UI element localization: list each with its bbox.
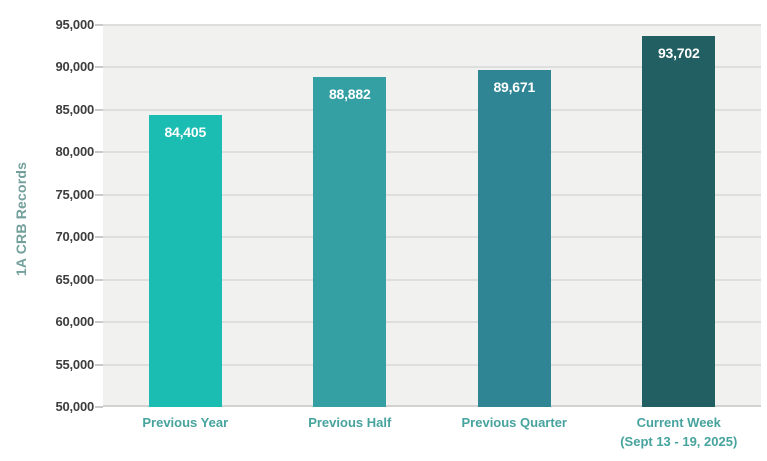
y-tick-label: 55,000: [55, 356, 94, 372]
x-category-label: Previous Year: [103, 413, 268, 432]
bar: 84,405: [148, 114, 222, 407]
y-tick-mark: [95, 278, 103, 281]
x-category-label: Current Week (Sept 13 - 19, 2025): [597, 413, 762, 451]
y-tick-label: 75,000: [55, 186, 94, 202]
gridline: [103, 151, 761, 154]
x-category-label: Previous Half: [268, 413, 433, 432]
bar-value-label: 89,671: [493, 79, 536, 96]
gridline: [103, 363, 761, 366]
y-axis-title: 1A CRB Records: [13, 161, 29, 277]
y-tick-label: 50,000: [55, 399, 94, 414]
bar: 89,671: [477, 70, 551, 407]
y-tick-label: 65,000: [55, 271, 94, 287]
gridline: [103, 108, 761, 111]
x-category-label-line: Previous Year: [142, 415, 229, 430]
gridline: [103, 236, 761, 239]
y-tick-mark: [95, 363, 103, 366]
y-tick-mark: [95, 24, 103, 26]
y-tick-mark: [95, 151, 103, 154]
y-tick-label: 85,000: [55, 101, 94, 117]
bar: 88,882: [313, 76, 387, 407]
x-category-label-line: Current Week: [636, 415, 721, 430]
y-tick-label: 60,000: [55, 314, 94, 330]
gridline: [103, 321, 761, 324]
x-category-label-line: (Sept 13 - 19, 2025): [620, 434, 738, 449]
bar-value-label: 88,882: [328, 85, 371, 102]
y-tick-mark: [95, 406, 103, 408]
y-tick-label: 80,000: [55, 144, 94, 160]
y-tick-label: 95,000: [55, 17, 94, 32]
x-category-label-line: Previous Half: [308, 415, 392, 430]
y-tick-label: 70,000: [55, 229, 94, 245]
x-category-label: Previous Quarter: [432, 413, 597, 432]
gridline: [103, 66, 761, 69]
x-category-label-line: Previous Quarter: [461, 415, 568, 430]
gridline: [103, 24, 761, 26]
bar-value-label: 93,702: [657, 45, 700, 62]
bar-value-label: 84,405: [164, 123, 207, 140]
gridline: [103, 278, 761, 281]
bar: 93,702: [642, 36, 716, 407]
gridline: [103, 193, 761, 196]
y-tick-mark: [95, 236, 103, 239]
y-tick-mark: [95, 321, 103, 324]
y-tick-mark: [95, 108, 103, 111]
y-tick-mark: [95, 193, 103, 196]
y-tick-label: 90,000: [55, 59, 94, 75]
y-tick-mark: [95, 66, 103, 69]
plot-area: 84,405 88,882 89,671 93,702: [103, 24, 761, 407]
